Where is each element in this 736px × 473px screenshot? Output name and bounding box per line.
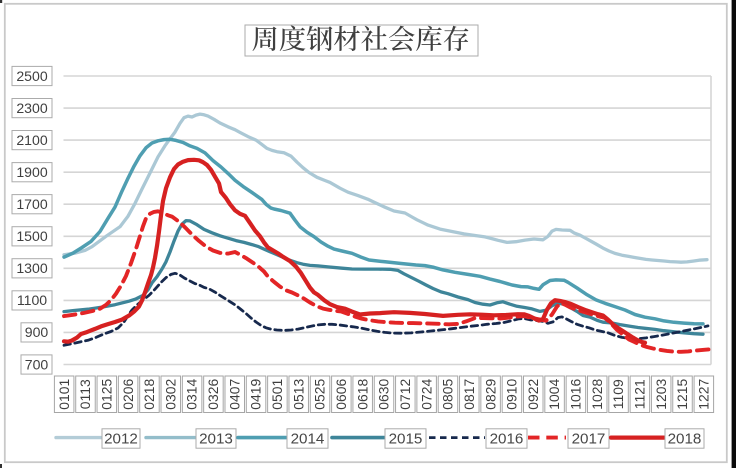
svg-text:2018: 2018 <box>668 430 702 447</box>
svg-text:1028: 1028 <box>589 379 605 410</box>
svg-text:1203: 1203 <box>653 379 669 410</box>
svg-text:0501: 0501 <box>269 379 285 410</box>
svg-text:1900: 1900 <box>16 164 48 180</box>
svg-text:0724: 0724 <box>418 379 434 410</box>
svg-text:0125: 0125 <box>98 379 114 410</box>
svg-text:2016: 2016 <box>490 430 524 447</box>
svg-text:2012: 2012 <box>104 430 138 447</box>
svg-text:2015: 2015 <box>389 430 423 447</box>
svg-text:0817: 0817 <box>461 379 477 410</box>
svg-text:2100: 2100 <box>16 132 48 148</box>
svg-text:2017: 2017 <box>572 430 606 447</box>
svg-text:0513: 0513 <box>290 379 306 410</box>
svg-text:0525: 0525 <box>312 379 328 410</box>
svg-text:1215: 1215 <box>674 379 690 410</box>
svg-text:2013: 2013 <box>199 430 233 447</box>
svg-text:0419: 0419 <box>248 379 264 410</box>
svg-text:0829: 0829 <box>482 379 498 410</box>
svg-text:0922: 0922 <box>525 379 541 410</box>
svg-text:1016: 1016 <box>568 379 584 410</box>
svg-text:1121: 1121 <box>632 379 648 409</box>
svg-text:0606: 0606 <box>333 379 349 410</box>
svg-text:1100: 1100 <box>17 292 47 308</box>
svg-text:0113: 0113 <box>77 379 93 409</box>
svg-text:2014: 2014 <box>291 430 325 447</box>
svg-text:1300: 1300 <box>16 260 48 276</box>
svg-text:1227: 1227 <box>695 379 711 410</box>
svg-text:0618: 0618 <box>354 379 370 410</box>
svg-text:1109: 1109 <box>610 379 626 409</box>
svg-text:0101: 0101 <box>56 379 72 410</box>
svg-text:1500: 1500 <box>16 228 48 244</box>
svg-text:700: 700 <box>25 356 49 372</box>
svg-text:0302: 0302 <box>162 379 178 410</box>
svg-text:900: 900 <box>25 324 49 340</box>
svg-text:0712: 0712 <box>397 379 413 410</box>
svg-text:0326: 0326 <box>205 379 221 410</box>
svg-text:0805: 0805 <box>440 379 456 410</box>
svg-text:2300: 2300 <box>16 100 48 116</box>
svg-text:0314: 0314 <box>184 379 200 410</box>
svg-text:0630: 0630 <box>376 379 392 410</box>
svg-text:0910: 0910 <box>504 379 520 410</box>
svg-text:0206: 0206 <box>120 379 136 410</box>
svg-text:0218: 0218 <box>141 379 157 410</box>
svg-text:1004: 1004 <box>546 379 562 410</box>
svg-text:2500: 2500 <box>16 68 48 84</box>
svg-text:0407: 0407 <box>226 379 242 410</box>
svg-text:1700: 1700 <box>16 196 48 212</box>
